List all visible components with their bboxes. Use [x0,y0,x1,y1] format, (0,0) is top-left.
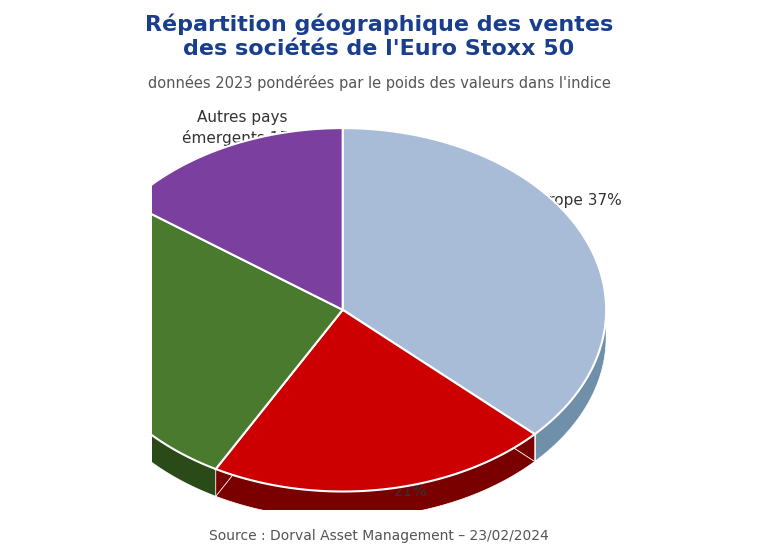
Polygon shape [535,310,606,461]
Text: Europe 37%: Europe 37% [529,193,622,208]
Polygon shape [343,310,534,461]
Polygon shape [343,310,534,461]
Polygon shape [216,310,343,496]
Text: données 2023 pondérées par le poids des valeurs dans l'indice: données 2023 pondérées par le poids des … [148,75,610,91]
Polygon shape [216,310,343,496]
Text: Am. Du Nord
21%: Am. Du Nord 21% [362,464,460,499]
Polygon shape [79,310,216,496]
Text: Autres pays
émergents 15%: Autres pays émergents 15% [182,110,303,146]
Polygon shape [79,203,343,469]
Polygon shape [216,434,534,519]
Text: Asie-Pacifique
27%: Asie-Pacifique 27% [170,347,277,382]
Polygon shape [130,128,343,310]
Polygon shape [216,310,534,491]
Polygon shape [343,128,606,434]
Text: Source : Dorval Asset Management – 23/02/2024: Source : Dorval Asset Management – 23/02… [209,529,549,543]
Text: Répartition géographique des ventes
des sociétés de l'Euro Stoxx 50: Répartition géographique des ventes des … [145,14,613,59]
